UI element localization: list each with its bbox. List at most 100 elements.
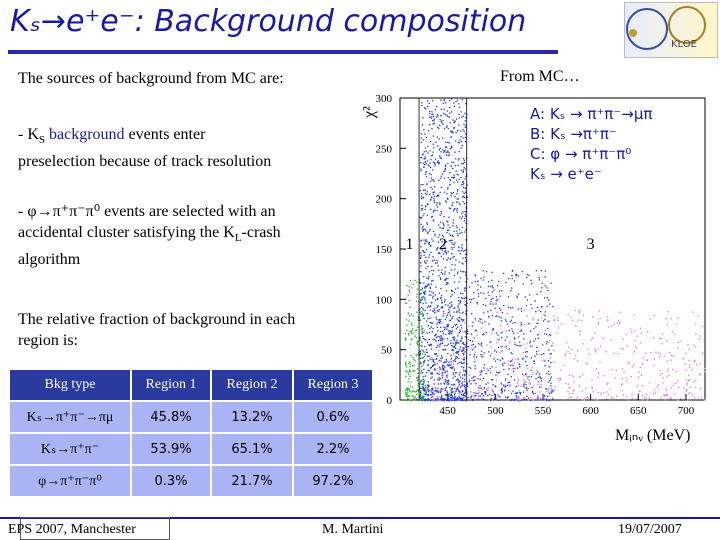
- scatter-point: [444, 149, 446, 151]
- scatter-point: [422, 117, 424, 119]
- scatter-point: [421, 332, 423, 335]
- scatter-point: [489, 399, 492, 402]
- scatter-point: [613, 323, 615, 325]
- scatter-point: [442, 332, 444, 334]
- scatter-point: [523, 309, 525, 311]
- scatter-point: [519, 324, 521, 327]
- scatter-point: [517, 378, 520, 380]
- scatter-point: [436, 161, 438, 163]
- scatter-point: [420, 271, 422, 273]
- scatter-point: [427, 129, 430, 132]
- scatter-point: [474, 365, 476, 367]
- scatter-point: [416, 288, 419, 290]
- footer-author: M. Martini: [322, 522, 384, 537]
- scatter-point: [464, 395, 467, 397]
- scatter-point: [511, 358, 514, 360]
- scatter-point: [417, 319, 419, 321]
- scatter-point: [516, 273, 518, 276]
- scatter-point: [477, 289, 479, 291]
- scatter-point: [444, 247, 446, 249]
- scatter-point: [407, 398, 409, 400]
- scatter-point: [636, 398, 639, 400]
- scatter-point: [440, 108, 443, 111]
- scatter-point: [536, 334, 539, 337]
- scatter-point: [487, 285, 490, 287]
- scatter-point: [446, 325, 448, 328]
- scatter-point: [459, 301, 461, 303]
- scatter-point: [423, 107, 426, 109]
- scatter-point: [441, 173, 444, 175]
- y-tick-label: 200: [376, 194, 393, 206]
- scatter-point: [404, 389, 407, 391]
- scatter-point: [458, 354, 460, 356]
- scatter-point: [455, 328, 457, 330]
- scatter-point: [448, 116, 451, 118]
- scatter-point: [424, 157, 426, 160]
- scatter-point: [583, 398, 585, 400]
- scatter-point: [459, 250, 461, 252]
- scatter-point: [459, 380, 461, 382]
- scatter-point: [427, 355, 429, 357]
- scatter-point: [672, 355, 675, 358]
- scatter-point: [446, 399, 448, 402]
- scatter-point: [460, 292, 462, 294]
- scatter-point: [438, 377, 440, 379]
- scatter-point: [459, 391, 461, 394]
- legend-item-a: A: Kₛ → π⁺π⁻→μπ: [530, 105, 653, 123]
- scatter-point: [506, 330, 508, 332]
- scatter-point: [501, 358, 504, 360]
- scatter-point: [408, 286, 410, 288]
- scatter-point: [420, 365, 423, 368]
- scatter-point: [423, 291, 426, 293]
- scatter-point: [488, 315, 490, 318]
- scatter-point: [463, 166, 465, 169]
- scatter-point: [420, 254, 422, 257]
- scatter-point: [636, 335, 639, 337]
- scatter-point: [523, 383, 525, 385]
- scatter-point: [445, 200, 447, 202]
- scatter-point: [419, 351, 421, 353]
- scatter-point: [518, 345, 520, 347]
- scatter-point: [461, 362, 463, 365]
- scatter-point: [438, 179, 440, 181]
- scatter-point: [422, 183, 424, 186]
- scatter-point: [448, 396, 450, 398]
- scatter-point: [483, 352, 485, 354]
- header-bkg-type: Bkg type: [10, 370, 132, 401]
- scatter-point: [550, 361, 552, 364]
- scatter-point: [453, 174, 455, 176]
- scatter-point: [482, 270, 484, 272]
- scatter-point: [425, 393, 427, 396]
- scatter-point: [421, 208, 424, 210]
- scatter-point: [549, 380, 551, 382]
- scatter-point: [424, 389, 426, 391]
- scatter-point: [511, 316, 513, 318]
- scatter-point: [409, 375, 411, 378]
- scatter-point: [442, 399, 444, 402]
- scatter-point: [596, 399, 599, 401]
- scatter-point: [460, 130, 462, 132]
- scatter-point: [517, 275, 519, 277]
- scatter-point: [492, 329, 494, 331]
- scatter-point: [626, 380, 628, 382]
- scatter-point: [443, 227, 445, 229]
- scatter-point: [462, 211, 464, 213]
- scatter-point: [451, 330, 454, 332]
- scatter-point: [430, 367, 433, 369]
- scatter-point: [413, 390, 415, 393]
- scatter-point: [455, 380, 457, 382]
- scatter-point: [420, 292, 422, 294]
- scatter-point: [466, 332, 469, 335]
- scatter-point: [496, 311, 498, 313]
- scatter-point: [547, 389, 550, 391]
- scatter-point: [437, 335, 439, 338]
- scatter-point: [444, 278, 446, 281]
- scatter-point: [432, 113, 434, 115]
- scatter-point: [437, 298, 439, 301]
- table-row: Kₛ→π⁺π⁻→πμ 45.8% 13.2% 0.6%: [10, 400, 374, 433]
- scatter-point: [522, 357, 524, 359]
- scatter-point: [443, 225, 445, 227]
- scatter-point: [443, 99, 445, 101]
- scatter-point: [440, 326, 442, 329]
- scatter-point: [537, 396, 539, 398]
